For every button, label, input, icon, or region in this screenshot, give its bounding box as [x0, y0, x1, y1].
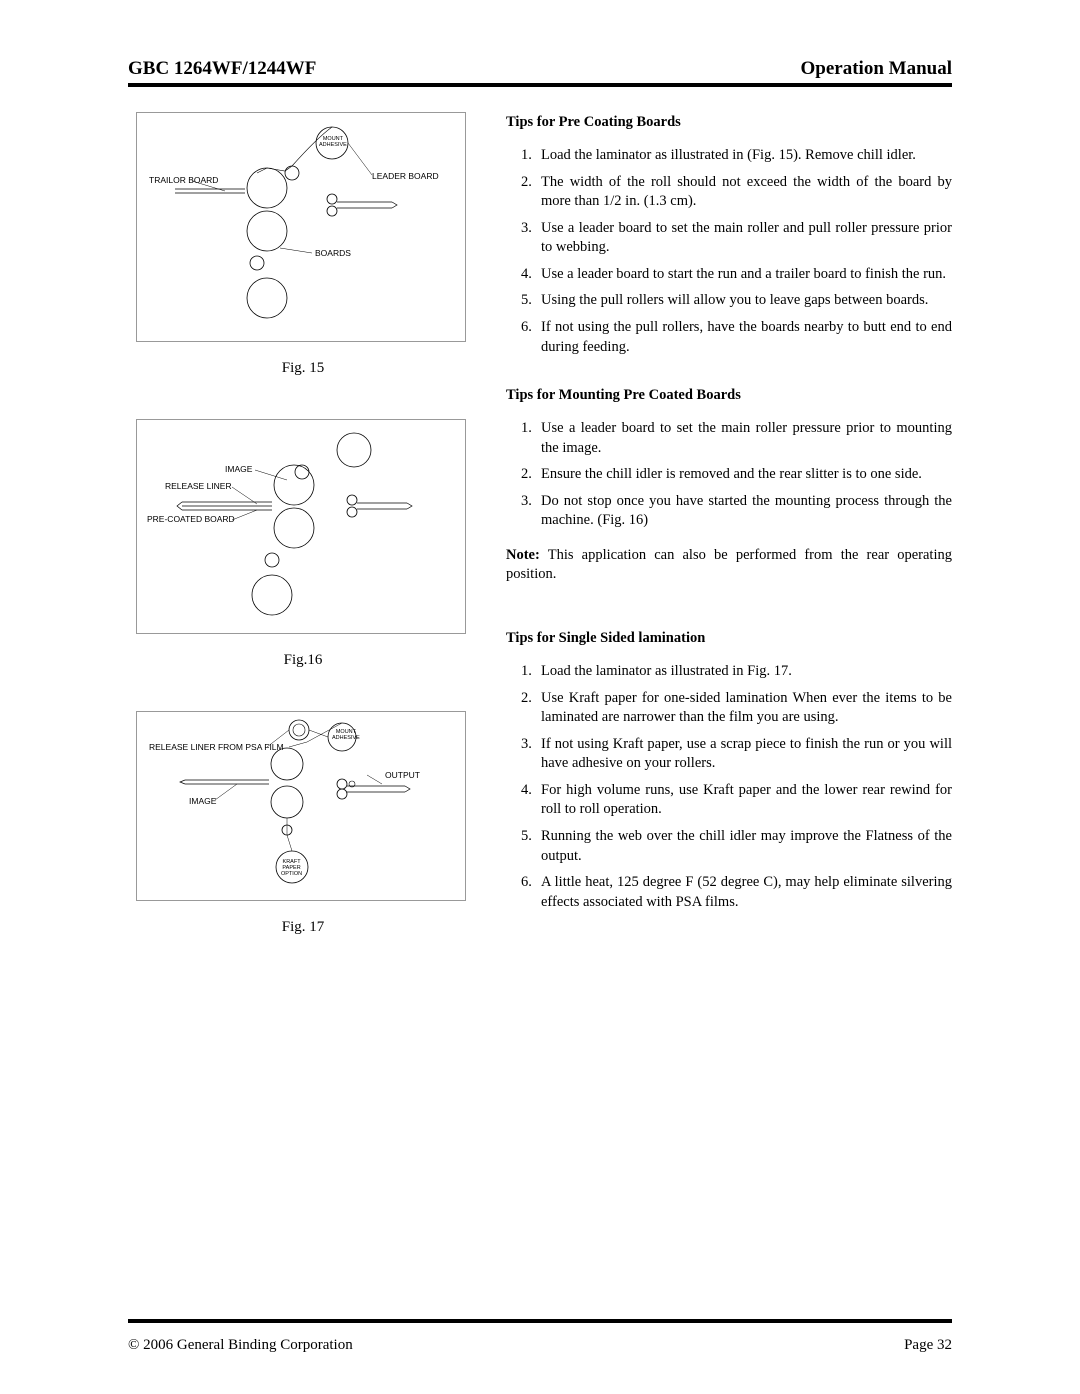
item-number: 2.: [521, 173, 541, 212]
list-item: 3.Do not stop once you have started the …: [521, 492, 952, 531]
label-trailor-board: TRAILOR BOARD: [149, 175, 218, 185]
item-number: 1.: [521, 419, 541, 458]
section-precoating: Tips for Pre Coating Boards 1.Load the l…: [506, 114, 952, 357]
list-item: 3.If not using Kraft paper, use a scrap …: [521, 735, 952, 774]
list-item: 1.Load the laminator as illustrated in (…: [521, 146, 952, 166]
figure-15: MOUNTADHESIVE LEADER BOARD TRAILOR BOARD…: [136, 112, 466, 342]
footer-copyright: © 2006 General Binding Corporation: [128, 1337, 353, 1354]
item-text: For high volume runs, use Kraft paper an…: [541, 781, 952, 820]
item-number: 2.: [521, 689, 541, 728]
item-text: If not using Kraft paper, use a scrap pi…: [541, 735, 952, 774]
item-text: The width of the roll should not exceed …: [541, 173, 952, 212]
list-item: 5.Running the web over the chill idler m…: [521, 827, 952, 866]
label-release-liner-psa: RELEASE LINER FROM PSA FILM: [149, 742, 284, 752]
list-singlesided: 1.Load the laminator as illustrated in F…: [506, 662, 952, 912]
item-text: A little heat, 125 degree F (52 degree C…: [541, 873, 952, 912]
heading-precoating: Tips for Pre Coating Boards: [506, 114, 952, 131]
item-text: Using the pull rollers will allow you to…: [541, 291, 952, 311]
footer-page: Page 32: [904, 1337, 952, 1354]
label-kraft-paper: KRAFTPAPEROPTION: [281, 860, 302, 877]
item-number: 4.: [521, 265, 541, 285]
list-mounting: 1.Use a leader board to set the main rol…: [506, 419, 952, 531]
item-number: 3.: [521, 492, 541, 531]
item-text: Use a leader board to start the run and …: [541, 265, 952, 285]
list-item: 4.Use a leader board to start the run an…: [521, 265, 952, 285]
page-header: GBC 1264WF/1244WF Operation Manual: [128, 58, 952, 87]
item-number: 6.: [521, 873, 541, 912]
note-text: This application can also be performed f…: [506, 547, 952, 583]
label-output: OUTPUT: [385, 770, 420, 780]
item-text: Running the web over the chill idler may…: [541, 827, 952, 866]
list-item: 1.Load the laminator as illustrated in F…: [521, 662, 952, 682]
section-singlesided: Tips for Single Sided lamination 1.Load …: [506, 630, 952, 912]
header-model: GBC 1264WF/1244WF: [128, 58, 316, 80]
fig-17-caption: Fig. 17: [128, 919, 478, 936]
list-item: 6.A little heat, 125 degree F (52 degree…: [521, 873, 952, 912]
label-mount-adhesive: MOUNTADHESIVE: [319, 137, 347, 149]
section-mounting: Tips for Mounting Pre Coated Boards 1.Us…: [506, 387, 952, 585]
item-number: 1.: [521, 662, 541, 682]
item-number: 4.: [521, 781, 541, 820]
figure-16: IMAGE RELEASE LINER PRE-COATED BOARD: [136, 419, 466, 634]
item-number: 5.: [521, 291, 541, 311]
fig-15-caption: Fig. 15: [128, 360, 478, 377]
item-number: 6.: [521, 318, 541, 357]
list-item: 2.Use Kraft paper for one-sided laminati…: [521, 689, 952, 728]
label-precoated-board: PRE-COATED BOARD: [147, 514, 235, 524]
heading-mounting: Tips for Mounting Pre Coated Boards: [506, 387, 952, 404]
item-text: Load the laminator as illustrated in (Fi…: [541, 146, 952, 166]
label-image: IMAGE: [225, 464, 252, 474]
item-text: If not using the pull rollers, have the …: [541, 318, 952, 357]
item-number: 1.: [521, 146, 541, 166]
note-mounting: Note: This application can also be perfo…: [506, 546, 952, 585]
item-text: Load the laminator as illustrated in Fig…: [541, 662, 952, 682]
figures-column: MOUNTADHESIVE LEADER BOARD TRAILOR BOARD…: [128, 112, 478, 942]
header-title: Operation Manual: [801, 58, 952, 80]
content-area: MOUNTADHESIVE LEADER BOARD TRAILOR BOARD…: [128, 112, 952, 942]
item-number: 5.: [521, 827, 541, 866]
label-image-17: IMAGE: [189, 796, 216, 806]
item-text: Use a leader board to set the main rolle…: [541, 419, 952, 458]
list-item: 5.Using the pull rollers will allow you …: [521, 291, 952, 311]
fig-16-caption: Fig.16: [128, 652, 478, 669]
item-text: Ensure the chill idler is removed and th…: [541, 465, 952, 485]
list-item: 2.Ensure the chill idler is removed and …: [521, 465, 952, 485]
page-footer: © 2006 General Binding Corporation Page …: [128, 1319, 952, 1354]
label-boards: BOARDS: [315, 248, 351, 258]
list-item: 1.Use a leader board to set the main rol…: [521, 419, 952, 458]
text-column: Tips for Pre Coating Boards 1.Load the l…: [506, 112, 952, 942]
figure-17: MOUNTADHESIVE RELEASE LINER FROM PSA FIL…: [136, 711, 466, 901]
label-mount-adhesive-17: MOUNTADHESIVE: [332, 730, 360, 742]
item-number: 2.: [521, 465, 541, 485]
item-text: Do not stop once you have started the mo…: [541, 492, 952, 531]
item-text: Use a leader board to set the main rolle…: [541, 219, 952, 258]
label-leader-board: LEADER BOARD: [372, 171, 439, 181]
fig-16-diagram: [137, 420, 467, 635]
list-item: 6.If not using the pull rollers, have th…: [521, 318, 952, 357]
item-number: 3.: [521, 735, 541, 774]
item-text: Use Kraft paper for one-sided lamination…: [541, 689, 952, 728]
item-number: 3.: [521, 219, 541, 258]
list-item: 2.The width of the roll should not excee…: [521, 173, 952, 212]
note-label: Note:: [506, 547, 540, 563]
heading-singlesided: Tips for Single Sided lamination: [506, 630, 952, 647]
list-item: 4.For high volume runs, use Kraft paper …: [521, 781, 952, 820]
list-item: 3.Use a leader board to set the main rol…: [521, 219, 952, 258]
label-release-liner: RELEASE LINER: [165, 481, 232, 491]
fig-15-diagram: [137, 113, 467, 343]
list-precoating: 1.Load the laminator as illustrated in (…: [506, 146, 952, 357]
